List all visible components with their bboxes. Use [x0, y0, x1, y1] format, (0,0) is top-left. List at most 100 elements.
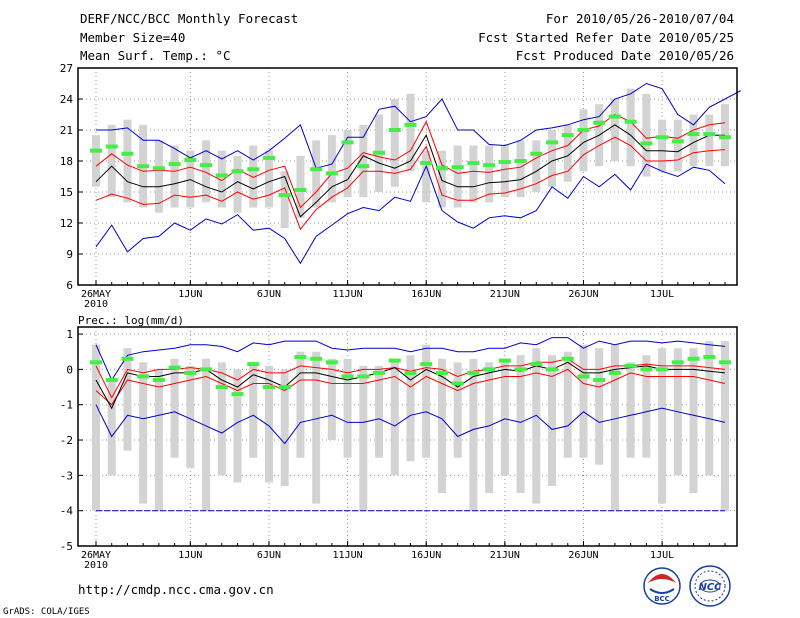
spread-bar: [626, 88, 635, 167]
spread-bar: [312, 351, 321, 504]
obs-marker: [184, 157, 197, 162]
obs-marker: [624, 363, 637, 368]
obs-marker: [325, 360, 338, 365]
obs-marker: [247, 362, 260, 367]
obs-marker: [561, 356, 574, 361]
precipitation-panel: -5 -4 -3 -2 -1 0 1 26MAY 1JUN 6JUN 11JUN 16JUN 21JUN…: [60, 326, 738, 571]
precip-panel-title: Prec.: log(mm/d): [78, 314, 184, 327]
spread-bar: [453, 145, 462, 208]
obs-marker: [294, 355, 307, 360]
obs-marker: [719, 135, 731, 140]
x-tick-label: 26MAY: [81, 550, 111, 561]
obs-marker: [671, 139, 684, 144]
spread-bar: [343, 358, 352, 458]
spread-bar: [107, 379, 116, 476]
lower-line: [95, 136, 726, 231]
spread-bar: [610, 344, 619, 511]
spread-bar: [170, 358, 179, 458]
spread-bar: [312, 140, 321, 208]
spread-bar: [500, 145, 509, 198]
spread-bar: [375, 365, 384, 458]
obs-marker: [671, 360, 684, 365]
spread-bar: [202, 140, 211, 203]
y-tick-label: -2: [60, 434, 73, 447]
y-tick-label: 1: [66, 328, 73, 341]
spread-bar: [327, 135, 336, 203]
spread-bar: [170, 145, 179, 208]
spread-bar: [107, 124, 116, 198]
spread-bar: [595, 348, 604, 465]
obs-marker: [577, 374, 590, 379]
spread-bar: [296, 351, 305, 458]
obs-marker: [121, 356, 134, 361]
lower-line: [95, 368, 726, 406]
x-tick-label: 1JUN: [178, 550, 202, 561]
spread-bar: [154, 369, 163, 511]
obs-marker: [262, 155, 275, 160]
spread-bar: [390, 99, 399, 187]
spread-bar: [249, 145, 258, 208]
plot-frame: [77, 326, 738, 547]
obs-marker: [357, 374, 370, 379]
obs-marker: [514, 367, 527, 372]
obs-marker: [310, 356, 323, 361]
obs-marker: [168, 162, 181, 167]
obs-marker: [152, 377, 165, 382]
obs-marker: [687, 132, 700, 137]
obs-marker: [593, 377, 606, 382]
spread-bar: [406, 355, 415, 462]
x-tick-label: 1JUL: [650, 289, 674, 300]
obs-marker: [215, 173, 228, 178]
spread-bar: [469, 358, 478, 511]
spread-bar: [563, 124, 572, 182]
spread-bar: [202, 358, 211, 511]
spread-bar: [500, 358, 509, 476]
obs-marker: [184, 370, 197, 375]
obs-marker: [404, 370, 417, 375]
obs-marker: [530, 151, 543, 156]
obs-marker: [608, 370, 621, 375]
y-tick-label: 15: [60, 186, 73, 199]
x-tick-label: 26JUN: [568, 550, 598, 561]
obs-marker: [703, 355, 716, 360]
y-tick-label: -1: [60, 399, 73, 412]
obs-marker: [451, 165, 464, 170]
obs-marker: [341, 374, 354, 379]
obs-marker: [137, 374, 150, 379]
spread-bar: [721, 341, 729, 511]
y-tick-label: 12: [60, 217, 73, 230]
obs-marker: [624, 119, 637, 124]
spread-bar: [92, 344, 100, 511]
spread-bar: [673, 119, 682, 172]
x-tick-label: 26MAY: [81, 289, 111, 300]
obs-marker: [687, 356, 700, 361]
obs-marker: [262, 385, 275, 390]
spread-bar: [642, 355, 651, 458]
obs-marker: [247, 167, 260, 172]
obs-marker: [546, 367, 559, 372]
spread-bar: [642, 93, 651, 177]
spread-bar: [705, 114, 714, 167]
y-tick-label: 24: [60, 93, 74, 106]
obs-marker: [373, 370, 386, 375]
obs-marker: [278, 385, 291, 390]
obs-marker: [640, 141, 653, 146]
spread-bar: [485, 362, 494, 494]
x-tick-label: 1JUN: [178, 289, 202, 300]
source-url[interactable]: http://cmdp.ncc.cma.gov.cn: [78, 582, 274, 597]
spread-bar: [217, 362, 226, 476]
spread-bar: [422, 344, 431, 458]
bcc-logo: BCC: [643, 567, 681, 605]
spread-bar: [139, 362, 148, 504]
spread-bar: [658, 348, 667, 504]
obs-marker: [483, 163, 496, 168]
obs-marker: [498, 160, 511, 165]
spread-bar: [626, 362, 635, 458]
chart-title: DERF/NCC/BCC Monthly Forecast: [80, 11, 299, 26]
spread-bar: [92, 135, 100, 187]
spread-bar: [453, 362, 462, 458]
ncc-logo: NCC: [689, 565, 731, 607]
x-tick-label: 16JUN: [411, 289, 441, 300]
spread-bar: [390, 358, 399, 476]
y-tick-label: -3: [60, 469, 73, 482]
